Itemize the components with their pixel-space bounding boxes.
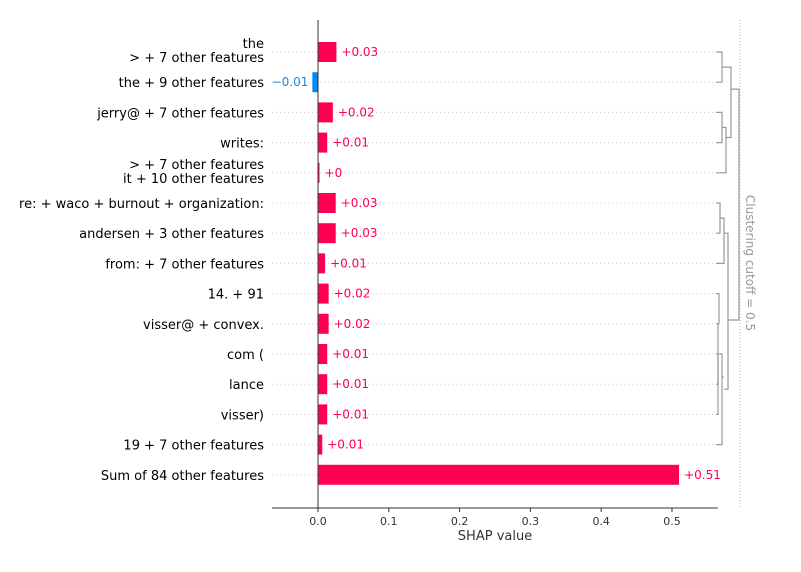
dendrogram-branch: [716, 51, 723, 83]
category-label: Sum of 84 other features: [101, 469, 264, 484]
bar-value-label: −0.01: [272, 75, 309, 89]
bar: [318, 313, 329, 334]
bar: [318, 464, 680, 485]
dendrogram-branch: [716, 353, 723, 446]
category-label: visser@ + convex.: [143, 318, 264, 333]
bar-value-label: +0.03: [341, 196, 378, 210]
bar: [318, 193, 336, 213]
bar: [318, 344, 328, 364]
dendrogram-branch: [724, 232, 729, 390]
category-label: jerry@ + 7 other features: [96, 106, 264, 121]
category-label: writes:: [220, 137, 264, 152]
category-label: com (: [227, 348, 264, 363]
category-label: > + 7 other features: [129, 51, 264, 66]
dendrogram-branch: [716, 217, 725, 264]
dendrogram-branch: [716, 126, 727, 174]
bar-value-label: +0.01: [332, 136, 369, 150]
bar: [318, 132, 328, 153]
category-label: re: + waco + burnout + organization:: [19, 197, 264, 212]
bar: [318, 283, 329, 304]
dendrogram-branch: [716, 323, 719, 415]
category-label: from: + 7 other features: [105, 257, 264, 272]
x-axis: 0.0 0.1 0.2 0.3 0.4 0.5: [272, 20, 718, 528]
dendrogram-branch: [728, 88, 740, 321]
bar-value-label: +0: [325, 166, 343, 180]
category-label: 14. + 91: [208, 288, 264, 303]
bar: [318, 162, 320, 183]
x-tick-label: 0.4: [592, 515, 610, 528]
bar: [318, 404, 328, 425]
bar: [318, 42, 337, 62]
bar-value-label: +0.01: [332, 347, 369, 361]
x-tick-label: 0.0: [309, 515, 327, 528]
dendrogram-branch: [716, 293, 720, 325]
bar-value-label: +0.03: [341, 226, 378, 240]
x-axis-label: SHAP value: [458, 529, 532, 544]
x-tick-label: 0.2: [451, 515, 469, 528]
x-tick-label: 0.3: [522, 515, 540, 528]
bar-value-label: +0.01: [332, 377, 369, 391]
dendrogram-branch: [716, 111, 723, 144]
dendrogram-branch: [722, 66, 732, 139]
category-label: 19 + 7 other features: [123, 439, 264, 454]
category-label: the + 9 other features: [119, 76, 265, 91]
bar: [318, 223, 336, 244]
category-label: it + 10 other features: [123, 172, 264, 187]
category-label: > + 7 other features: [129, 158, 264, 173]
dendrogram: [716, 20, 741, 508]
category-label: visser): [221, 408, 264, 423]
bar-value-label: +0.02: [334, 317, 371, 331]
bar-value-label: +0.02: [334, 287, 371, 301]
bar: [318, 253, 326, 274]
x-tick-label: 0.1: [380, 515, 398, 528]
category-label: lance: [229, 378, 264, 393]
bar-value-label: +0.02: [338, 105, 375, 119]
bar-value-label: +0.51: [684, 468, 721, 482]
bar-value-label: +0.01: [327, 438, 364, 452]
dendrogram-branch: [716, 202, 721, 234]
bar: [318, 374, 328, 395]
bar-value-label: +0.01: [332, 407, 369, 421]
bar: [318, 434, 323, 455]
clustering-cutoff-label: Clustering cutoff = 0.5: [743, 195, 757, 331]
bar-value-label: +0.01: [330, 256, 367, 270]
category-label: andersen + 3 other features: [79, 227, 264, 242]
bar: [312, 72, 319, 93]
x-tick-label: 0.5: [663, 515, 681, 528]
category-label: the: [243, 37, 264, 52]
bar: [318, 102, 333, 123]
bar-value-label: +0.03: [341, 45, 378, 59]
